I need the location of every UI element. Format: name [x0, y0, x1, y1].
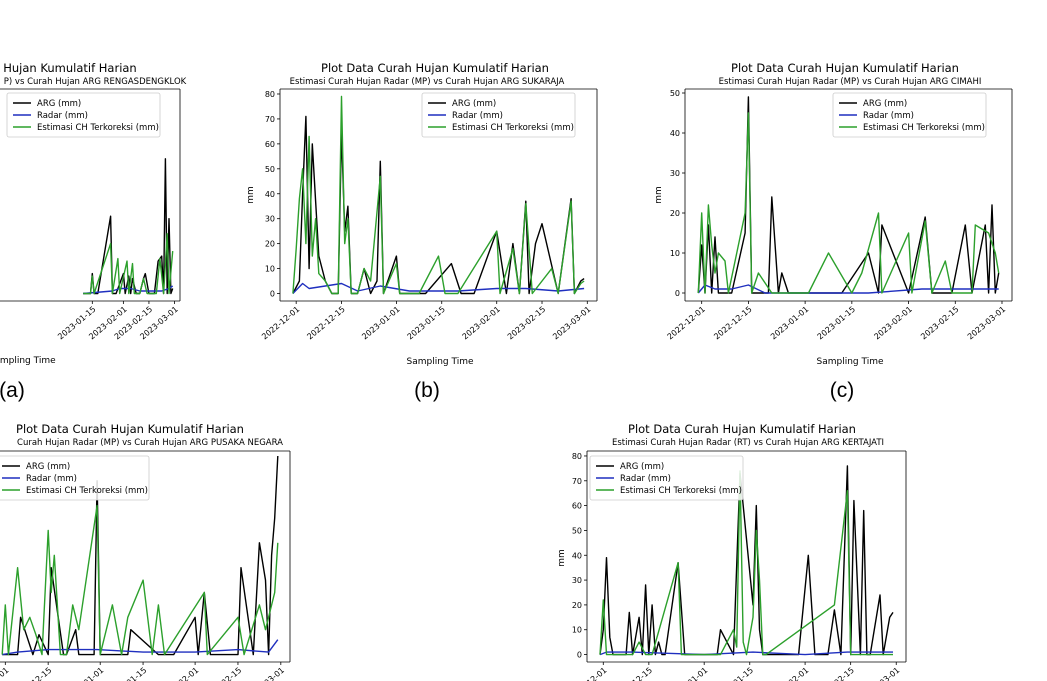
legend: ARG (mm) Radar (mm) Estimasi CH Terkoreksi… — [0, 455, 150, 501]
chart-subtitle: P) vs Curah Hujan ARG RENGASDENGKLOK — [4, 77, 187, 87]
legend-entry: Radar (mm) — [620, 474, 671, 484]
y-tick-label: 10 — [265, 265, 275, 274]
y-tick-label: 50 — [572, 526, 582, 535]
legend-box — [421, 92, 576, 138]
legend-entry: Radar (mm) — [863, 111, 914, 121]
y-tick-label: 40 — [670, 129, 680, 138]
y-tick-label: 80 — [265, 90, 275, 99]
y-axis-label: mm — [246, 186, 256, 204]
legend-entry: Estimasi CH Terkoreksi (mm) — [26, 486, 148, 496]
legend-entry: Estimasi CH Terkoreksi (mm) — [620, 486, 742, 496]
y-tick-label: 20 — [265, 240, 275, 249]
chart-title: Hujan Kumulatif Harian — [3, 61, 136, 75]
series-line-estimasi — [292, 95, 585, 295]
y-tick-label: 30 — [670, 169, 680, 178]
legend-entry: ARG (mm) — [620, 462, 664, 472]
legend: ARG (mm) Radar (mm) Estimasi CH Terkoreksi… — [589, 455, 744, 501]
x-axis-label: Sampling Time — [816, 357, 883, 367]
series-line-estimasi — [1, 504, 279, 656]
series-line-arg — [599, 465, 894, 656]
legend-entry: ARG (mm) — [37, 99, 81, 109]
chart-subtitle: Curah Hujan Radar (MP) vs Curah Hujan AR… — [17, 438, 283, 448]
legend: ARG (mm) Radar (mm) Estimasi CH Terkoreksi… — [6, 92, 161, 138]
legend-box — [6, 92, 161, 138]
y-tick-label: 60 — [265, 140, 275, 149]
chart-title: Plot Data Curah Hujan Kumulatif Harian — [321, 61, 549, 75]
y-tick-label: 0 — [675, 289, 680, 298]
legend-entry: Radar (mm) — [37, 111, 88, 121]
y-tick-label: 70 — [265, 115, 275, 124]
legend-entry: Radar (mm) — [26, 474, 77, 484]
y-tick-label: 0 — [270, 290, 275, 299]
y-tick-label: 30 — [265, 215, 275, 224]
legend-entry: Radar (mm) — [452, 111, 503, 121]
x-axis-label: ampling Time — [0, 356, 56, 366]
y-tick-label: 80 — [572, 452, 582, 461]
legend-box — [0, 455, 150, 501]
legend-entry: ARG (mm) — [26, 462, 70, 472]
panel-label: (c) — [830, 379, 855, 402]
y-tick-label: 40 — [265, 190, 275, 199]
legend-entry: ARG (mm) — [452, 99, 496, 109]
y-tick-label: 40 — [572, 551, 582, 560]
x-axis-label: Sampling Time — [406, 357, 473, 367]
legend-box — [589, 455, 744, 501]
y-tick-label: 0 — [577, 651, 582, 660]
legend-entry: Estimasi CH Terkoreksi (mm) — [863, 123, 985, 133]
chart-subtitle: Estimasi Curah Hujan Radar (MP) vs Curah… — [719, 77, 982, 87]
y-tick-label: 20 — [572, 601, 582, 610]
y-axis-label: mm — [654, 186, 664, 204]
legend-entry: Estimasi CH Terkoreksi (mm) — [452, 123, 574, 133]
series-line-radar — [599, 651, 893, 656]
y-tick-label: 10 — [670, 249, 680, 258]
chart-subtitle: Estimasi Curah Hujan Radar (RT) vs Curah… — [612, 438, 884, 448]
legend: ARG (mm) Radar (mm) Estimasi CH Terkoreksi… — [832, 92, 987, 138]
y-tick-label: 20 — [670, 209, 680, 218]
legend: ARG (mm) Radar (mm) Estimasi CH Terkoreksi… — [421, 92, 576, 138]
x-tick-label: 2022-12-01 — [0, 666, 11, 681]
series-line-estimasi — [83, 232, 174, 295]
y-tick-label: 50 — [670, 89, 680, 98]
chart-title: Plot Data Curah Hujan Kumulatif Harian — [16, 422, 244, 436]
panel-label: (a) — [0, 379, 25, 402]
y-axis-label: mm — [557, 549, 567, 567]
legend-entry: ARG (mm) — [863, 99, 907, 109]
legend-box — [832, 92, 987, 138]
series-line-radar — [697, 284, 999, 294]
chart-title: Plot Data Curah Hujan Kumulatif Harian — [731, 61, 959, 75]
chart-subtitle: Estimasi Curah Hujan Radar (MP) vs Curah… — [290, 77, 565, 87]
series-line-radar — [292, 282, 585, 294]
series-line-arg — [2, 455, 279, 656]
chart-title: Plot Data Curah Hujan Kumulatif Harian — [628, 422, 856, 436]
y-tick-label: 70 — [572, 477, 582, 486]
legend-entry: Estimasi CH Terkoreksi (mm) — [37, 123, 159, 133]
panel-label: (b) — [414, 379, 440, 402]
y-tick-label: 30 — [572, 576, 582, 585]
y-tick-label: 50 — [265, 165, 275, 174]
series-line-radar — [2, 639, 279, 656]
y-tick-label: 10 — [572, 626, 582, 635]
series-line-estimasi — [697, 112, 1000, 294]
y-tick-label: 60 — [572, 502, 582, 511]
